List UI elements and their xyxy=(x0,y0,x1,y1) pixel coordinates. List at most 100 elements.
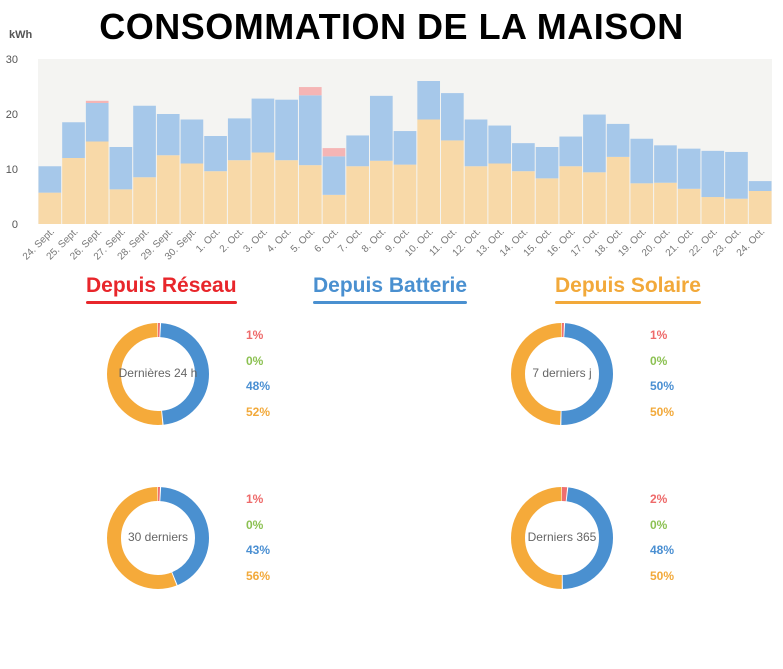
legend-reseau-underline xyxy=(86,301,237,304)
bar-batterie xyxy=(464,119,488,167)
legend-solaire-label: Depuis Solaire xyxy=(555,274,701,297)
bar-solaire xyxy=(322,194,346,224)
bar-solaire xyxy=(227,160,251,224)
bar-batterie xyxy=(583,114,606,173)
bar-solaire xyxy=(109,189,133,224)
bar-batterie xyxy=(488,125,512,164)
bar-batterie xyxy=(275,99,298,161)
percent-solaire: 56% xyxy=(246,568,271,583)
page-title: CONSOMMATION DE LA MAISON xyxy=(99,6,684,47)
legend-reseau[interactable]: Depuis Réseau xyxy=(86,274,237,304)
bar-solaire xyxy=(677,188,701,224)
bar-solaire xyxy=(275,160,298,224)
bar-solaire xyxy=(417,119,441,224)
y-tick-label: 30 xyxy=(6,54,18,66)
donut-slice-reseau xyxy=(511,323,613,425)
percent-reseau: 1% xyxy=(246,328,264,342)
x-tick-label: 6. Oct. xyxy=(312,226,341,255)
bar-solaire xyxy=(204,171,227,224)
bar-batterie xyxy=(441,93,464,141)
percent-batterie: 43% xyxy=(246,543,271,557)
donut-slice-solaire xyxy=(511,487,613,589)
bar-batterie xyxy=(62,122,85,158)
bar-batterie xyxy=(180,119,204,164)
donut-percent-list: 2% 0% 48% 50% xyxy=(650,492,674,594)
percent-solaire: 50% xyxy=(650,404,675,419)
bar-batterie xyxy=(725,151,748,199)
percent-solaire: 52% xyxy=(246,404,271,419)
y-tick-label: 20 xyxy=(6,109,18,121)
x-tick-label: 7. Oct. xyxy=(336,226,365,255)
x-tick-label: 4. Oct. xyxy=(265,226,294,255)
percent-batterie: 50% xyxy=(650,379,675,393)
donut-percent-list: 1% 0% 43% 56% xyxy=(246,492,270,594)
bar-solaire xyxy=(725,198,748,224)
legend-batterie-label: Depuis Batterie xyxy=(313,274,468,297)
bar-batterie xyxy=(748,181,772,191)
bar-solaire xyxy=(38,192,62,224)
donut-slice-solaire xyxy=(511,323,613,425)
bar-reseau xyxy=(298,87,322,96)
donut-slice-solaire xyxy=(107,487,209,589)
percent-zero: 0% xyxy=(246,353,264,368)
legend-solaire[interactable]: Depuis Solaire xyxy=(555,274,701,304)
donut-slice-batterie xyxy=(107,487,209,589)
bar-solaire xyxy=(369,160,393,224)
donut-percent-list: 1% 0% 48% 52% xyxy=(246,328,270,430)
donut-slice-batterie xyxy=(511,487,613,589)
bar-batterie xyxy=(393,131,417,165)
percent-zero: 0% xyxy=(650,353,668,368)
bar-batterie xyxy=(630,138,654,184)
legend-solaire-underline xyxy=(555,301,701,304)
x-tick-label: 8. Oct. xyxy=(360,226,389,255)
y-tick-label: 10 xyxy=(6,164,18,176)
bar-solaire xyxy=(583,172,606,224)
legend-batterie[interactable]: Depuis Batterie xyxy=(313,274,468,304)
bar-batterie xyxy=(251,98,275,153)
donut-center-label: 30 derniers xyxy=(127,530,189,544)
x-tick-label: 1. Oct. xyxy=(194,226,223,255)
percent-reseau: 2% xyxy=(650,492,668,506)
bar-batterie xyxy=(133,105,156,178)
bar-reseau xyxy=(85,100,109,103)
bar-solaire xyxy=(441,140,464,224)
bar-batterie xyxy=(535,147,559,179)
bar-solaire xyxy=(559,166,583,224)
donut-center-label: 7 derniers j xyxy=(532,366,592,380)
percent-reseau: 1% xyxy=(246,492,264,506)
bar-solaire xyxy=(701,197,725,224)
bar-batterie xyxy=(322,156,346,195)
donut-chart xyxy=(107,487,209,589)
bar-batterie xyxy=(417,81,441,120)
percent-reseau: 1% xyxy=(650,328,668,342)
bar-solaire xyxy=(512,171,535,224)
donut-percent-list: 1% 0% 50% 50% xyxy=(650,328,674,430)
y-axis-label: kWh xyxy=(9,29,33,41)
bar-solaire xyxy=(251,152,275,224)
bar-solaire xyxy=(62,158,85,224)
donut-center-label: Derniers 365 xyxy=(527,530,597,544)
bar-solaire xyxy=(133,177,156,224)
bar-batterie xyxy=(559,136,583,167)
x-tick-label: 5. Oct. xyxy=(289,226,318,255)
bar-batterie xyxy=(85,103,109,142)
donut-slice-batterie xyxy=(107,323,209,425)
bar-solaire xyxy=(748,191,772,224)
legend-reseau-label: Depuis Réseau xyxy=(86,274,237,297)
bar-solaire xyxy=(346,166,369,224)
donut-chart xyxy=(107,323,209,425)
bar-solaire xyxy=(180,163,204,224)
bar-batterie xyxy=(701,150,725,198)
donut-slice-solaire xyxy=(107,323,209,425)
donut-chart xyxy=(511,487,613,589)
bar-solaire xyxy=(535,178,559,224)
bar-batterie xyxy=(677,148,701,189)
bar-batterie xyxy=(346,135,369,167)
legend-batterie-underline xyxy=(313,301,468,304)
bar-solaire xyxy=(156,155,180,224)
percent-batterie: 48% xyxy=(650,543,675,557)
bar-batterie xyxy=(227,118,251,161)
bar-batterie xyxy=(298,95,322,166)
bar-batterie xyxy=(109,147,133,190)
bar-solaire xyxy=(654,182,677,224)
